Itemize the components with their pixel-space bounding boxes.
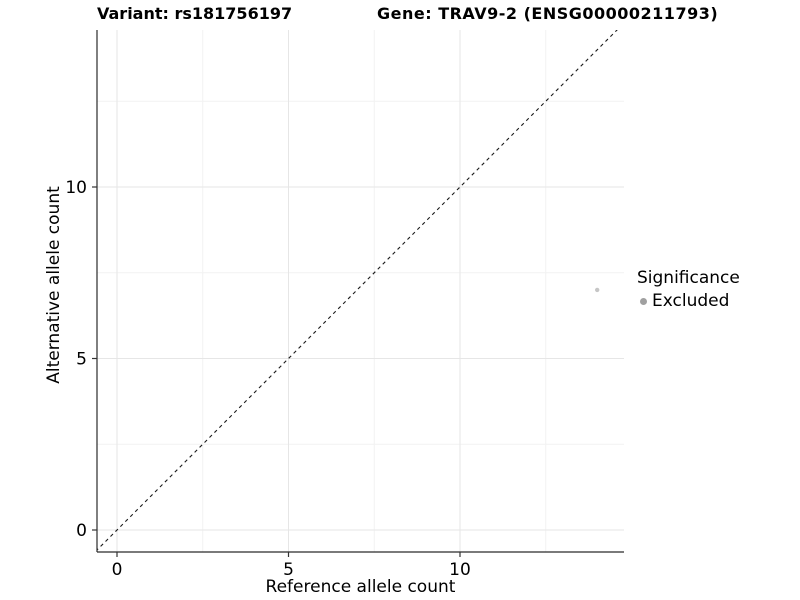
x-tick-label: 10 [449, 560, 471, 580]
y-axis-title: Alternative allele count [44, 186, 64, 384]
legend-entry-excluded: Excluded [637, 291, 740, 311]
x-tick-label: 5 [283, 560, 294, 580]
legend-title: Significance [637, 268, 740, 288]
legend-key-dot-icon [640, 297, 647, 305]
identity-dashed-line [97, 30, 618, 551]
y-tick-label: 10 [65, 178, 87, 198]
legend-entry-label: Excluded [652, 291, 730, 311]
data-point-excluded [595, 287, 600, 293]
variant-title: Variant: rs181756197 [97, 4, 293, 23]
gene-title: Gene: TRAV9-2 (ENSG00000211793) [377, 4, 719, 23]
y-tick-label: 0 [76, 521, 87, 541]
legend: Significance Excluded [637, 268, 740, 311]
x-axis-title: Reference allele count [265, 577, 456, 597]
y-tick-label: 5 [76, 350, 87, 370]
x-tick-label: 0 [112, 560, 123, 580]
